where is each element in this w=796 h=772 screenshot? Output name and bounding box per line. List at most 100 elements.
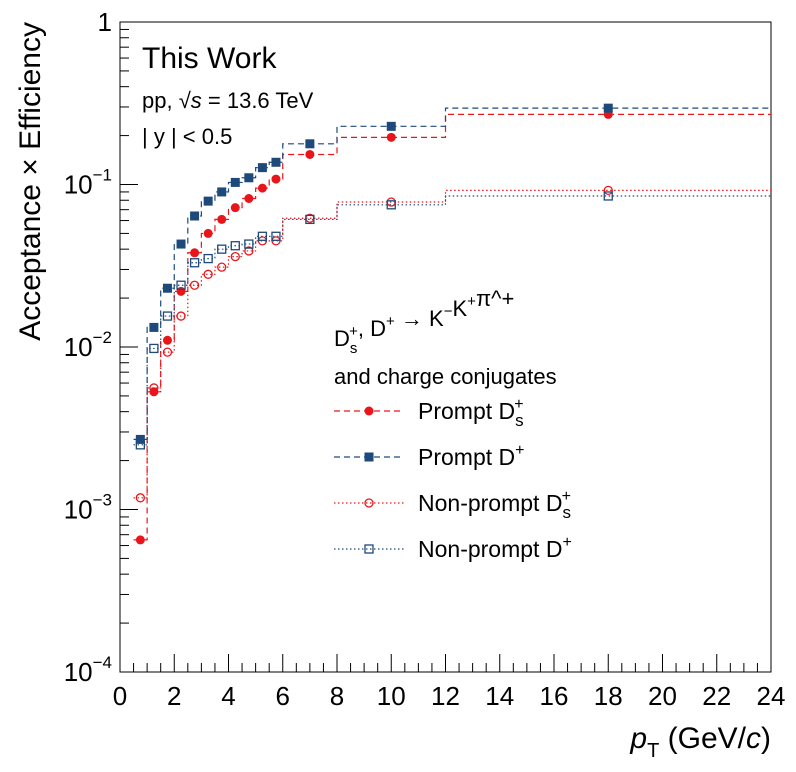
text-run: Non-prompt xyxy=(418,490,546,516)
text-base: D xyxy=(546,536,563,562)
x-tick-label: 10 xyxy=(377,681,406,711)
data-point xyxy=(135,434,145,444)
data-point xyxy=(603,191,613,201)
sqrt-s: √s xyxy=(179,88,202,113)
y-axis-title: Acceptance × Efficiency xyxy=(14,22,47,341)
data-point xyxy=(244,173,254,183)
legend-label: Non-prompt D+ xyxy=(418,534,572,562)
series-step-line xyxy=(133,107,771,441)
data-point xyxy=(176,280,186,290)
y-tick-exponent: −1 xyxy=(93,166,112,185)
text-superscript: − xyxy=(444,303,453,320)
data-point xyxy=(217,244,227,254)
y-tick-exponent: −4 xyxy=(93,653,112,672)
data-point xyxy=(217,187,227,197)
y-tick-labels: 10−410−310−210−11 xyxy=(64,7,112,687)
data-point xyxy=(162,311,173,321)
text-run: π^+ xyxy=(476,286,514,311)
data-point xyxy=(230,177,240,187)
x-title-sub: T xyxy=(647,740,659,762)
data-point xyxy=(603,185,613,196)
data-point xyxy=(244,239,254,249)
series-steps xyxy=(133,107,771,541)
data-point xyxy=(257,231,268,241)
data-point xyxy=(271,157,281,167)
legend-subheader: and charge conjugates xyxy=(334,364,557,389)
y-tick-label: 10−3 xyxy=(64,491,112,525)
x-title-units: (GeV/ xyxy=(659,722,746,755)
text-base: D xyxy=(334,326,350,351)
data-point xyxy=(189,280,200,290)
x-tick-label: 18 xyxy=(594,681,623,711)
x-tick-label: 20 xyxy=(648,681,677,711)
text-base: D xyxy=(370,316,386,341)
y-tick-base: 10 xyxy=(64,170,93,200)
text-run: , xyxy=(358,316,370,341)
axis-ticks xyxy=(119,28,772,673)
data-point xyxy=(386,132,396,142)
annotation-system: pp, √s = 13.6 TeV xyxy=(142,88,314,113)
data-point xyxy=(603,103,613,113)
text-run: Prompt xyxy=(418,444,499,470)
system-suffix: = 13.6 TeV xyxy=(202,88,314,113)
legend-label: Prompt Ds+ xyxy=(418,396,524,430)
x-tick-label: 4 xyxy=(221,681,235,711)
data-point xyxy=(230,251,240,262)
data-point xyxy=(176,239,186,249)
data-point xyxy=(244,246,254,256)
legend: Ds+, D+ → K−K+π^+ and charge conjugates Pr… xyxy=(334,286,572,562)
data-point xyxy=(203,253,213,264)
data-point xyxy=(162,283,172,293)
legend-label: Non-prompt Ds+ xyxy=(418,488,571,522)
data-point xyxy=(190,211,200,221)
series-step-line xyxy=(133,113,771,541)
text-superscript: + xyxy=(562,488,571,505)
text-superscript: + xyxy=(467,293,476,310)
data-point xyxy=(386,121,396,131)
x-tick-label: 24 xyxy=(757,681,786,711)
x-axis-title: pT (GeV/c) xyxy=(629,722,771,762)
legend-header: Ds+, D+ → K−K+π^+ xyxy=(334,286,514,357)
text-superscript: + xyxy=(386,313,395,330)
text-subscript: s xyxy=(515,411,524,430)
x-tick-label: 16 xyxy=(540,681,569,711)
data-point xyxy=(162,335,172,345)
text-superscript: + xyxy=(515,442,524,459)
data-point xyxy=(203,269,213,279)
data-point xyxy=(162,347,173,357)
data-point xyxy=(386,200,396,210)
text-superscript: + xyxy=(349,323,358,340)
text-subscript: s xyxy=(350,340,358,357)
data-point xyxy=(135,535,145,545)
data-point xyxy=(230,203,240,213)
text-base: D xyxy=(499,444,516,470)
series-step-line xyxy=(133,195,771,446)
annotation-rapidity: | y | < 0.5 xyxy=(142,124,232,149)
y-tick-exponent: −3 xyxy=(93,491,112,510)
text-base: K xyxy=(452,296,467,321)
x-tick-label: 0 xyxy=(113,681,127,711)
data-point xyxy=(176,286,186,296)
y-tick-base: 10 xyxy=(64,495,93,525)
text-superscript: + xyxy=(514,396,523,413)
data-point xyxy=(149,383,159,393)
x-tick-label: 2 xyxy=(167,681,181,711)
text-run: Non-prompt xyxy=(418,536,546,562)
x-title-p: p xyxy=(629,722,647,755)
x-title-c: c xyxy=(746,722,761,755)
x-tick-labels: 0 2 4 6 8 10 12 14 16 18 20 22 24 xyxy=(113,681,786,711)
data-point xyxy=(364,498,374,508)
data-point xyxy=(203,228,213,238)
series-step-line xyxy=(133,189,771,499)
data-point xyxy=(364,452,374,462)
data-point xyxy=(305,149,315,159)
data-point xyxy=(176,311,186,321)
y-tick-base: 10 xyxy=(64,332,93,362)
x-title-close: ) xyxy=(761,722,771,755)
data-point xyxy=(190,248,200,258)
data-point xyxy=(149,343,159,354)
data-point xyxy=(217,262,227,272)
series-markers xyxy=(135,103,613,545)
data-point xyxy=(257,163,267,173)
